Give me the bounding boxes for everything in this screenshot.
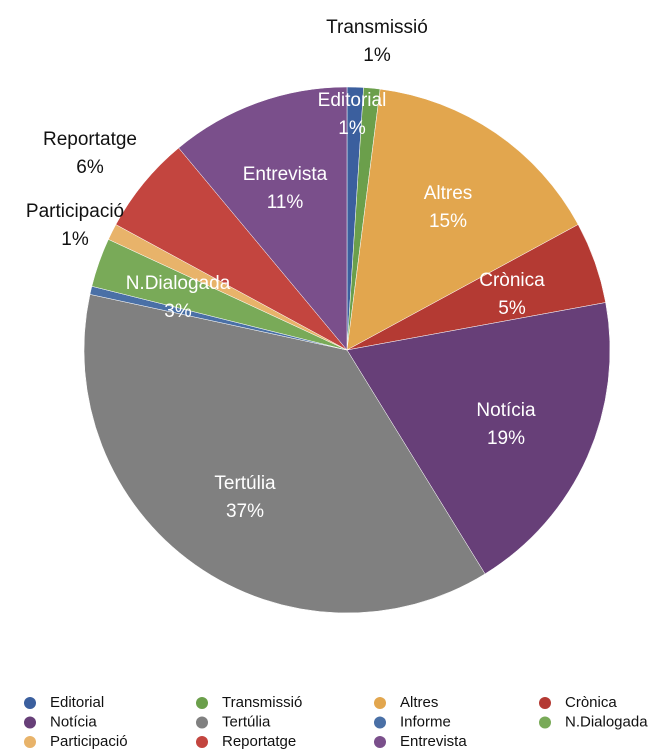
pie-slice — [178, 86, 348, 351]
slice-value-label: 1% — [338, 118, 366, 139]
slice-label: Tertúlia — [214, 473, 276, 494]
slice-value-label: 6% — [76, 157, 104, 178]
legend-label: Notícia — [50, 713, 97, 730]
legend-marker — [24, 716, 36, 729]
slice-value-label: 1% — [61, 229, 89, 250]
legend-marker — [24, 697, 36, 709]
pie-slice — [346, 88, 579, 351]
legend-marker — [196, 736, 208, 748]
slice-value-label: 3% — [164, 301, 192, 322]
legend-label: Entrevista — [400, 733, 467, 750]
slice-value-label: 1% — [363, 45, 391, 66]
legend-marker — [196, 697, 208, 709]
legend-marker — [539, 697, 551, 709]
legend-marker — [374, 716, 386, 729]
legend-label: Informe — [400, 713, 451, 730]
slice-label: Notícia — [476, 400, 536, 421]
slice-label: Participació — [26, 201, 124, 222]
slice-value-label: 11% — [267, 192, 304, 213]
slice-label: Altres — [424, 183, 473, 204]
legend-marker — [374, 697, 386, 709]
slice-label: Transmissió — [326, 17, 428, 38]
legend-label: Reportatge — [222, 733, 296, 750]
slice-value-label: 37% — [226, 501, 264, 522]
slice-value-label: 5% — [498, 298, 526, 319]
legend-marker — [24, 736, 36, 748]
legend-label: Participació — [50, 733, 128, 750]
slice-label: Reportatge — [43, 129, 137, 150]
legend-marker — [196, 716, 208, 729]
legend-label: Editorial — [50, 694, 104, 711]
slice-label: N.Dialogada — [126, 273, 231, 294]
slice-label: Entrevista — [243, 164, 328, 185]
legend-label: Altres — [400, 694, 438, 711]
legend-marker — [374, 736, 386, 748]
legend-label: Crònica — [565, 694, 617, 711]
slice-label: Crònica — [479, 270, 545, 291]
pie-slice — [346, 302, 611, 575]
legend-label: Tertúlia — [222, 713, 271, 730]
pie-slice — [83, 294, 486, 614]
slice-value-label: 15% — [429, 211, 467, 232]
legend-label: N.Dialogada — [565, 713, 648, 730]
legend-label: Transmissió — [222, 694, 302, 711]
slice-label: Editorial — [318, 90, 387, 111]
legend-marker — [539, 716, 551, 729]
slice-value-label: 19% — [487, 428, 525, 449]
